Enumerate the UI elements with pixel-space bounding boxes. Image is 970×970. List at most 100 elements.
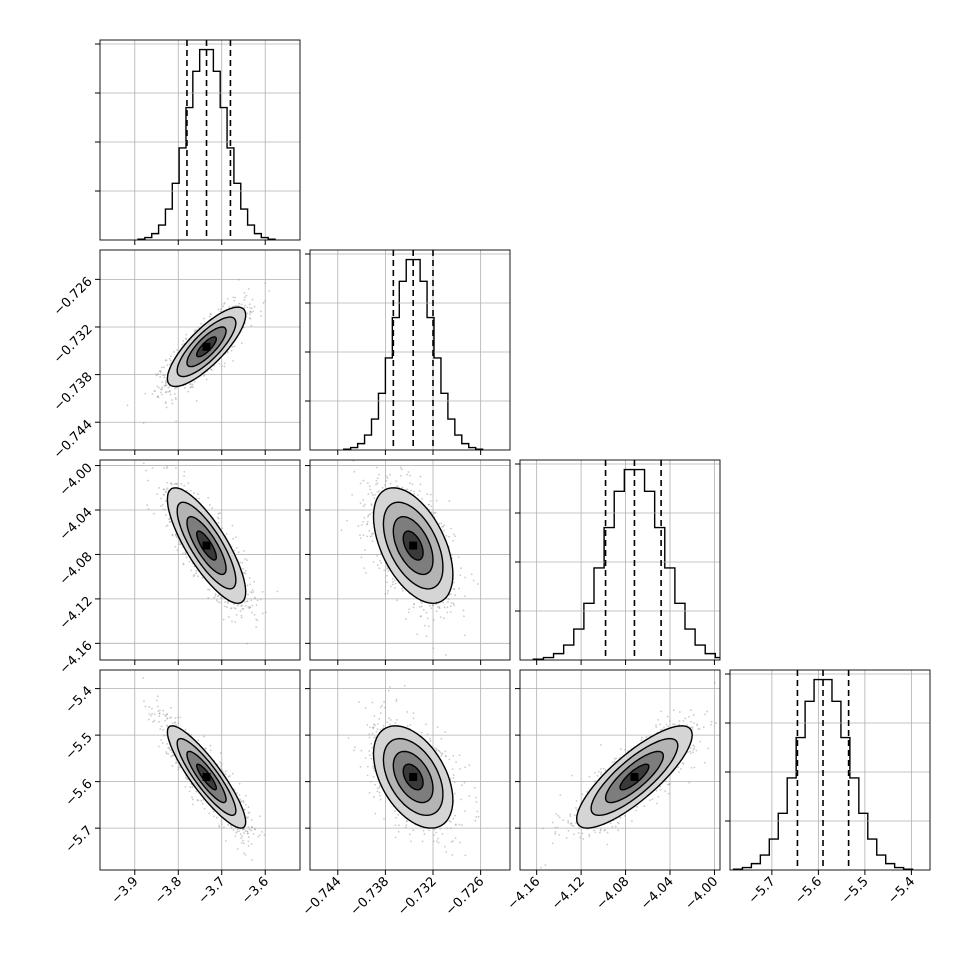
- scatter-point: [440, 737, 443, 740]
- scatter-point: [185, 333, 188, 336]
- scatter-point: [389, 585, 392, 588]
- scatter-point: [221, 527, 224, 530]
- scatter-point: [353, 470, 356, 473]
- scatter-point: [261, 590, 264, 593]
- scatter-point: [203, 807, 206, 810]
- scatter-point: [253, 305, 256, 308]
- scatter-point: [244, 304, 246, 307]
- scatter-point: [164, 714, 167, 717]
- scatter-point: [357, 525, 360, 527]
- scatter-point: [673, 723, 676, 726]
- scatter-point: [233, 549, 236, 552]
- scatter-point: [381, 704, 383, 707]
- scatter-point: [240, 841, 243, 844]
- scatter-point: [236, 546, 238, 549]
- scatter-point: [412, 717, 415, 720]
- scatter-point: [376, 790, 379, 793]
- scatter-point: [195, 569, 198, 572]
- scatter-point: [244, 558, 247, 560]
- scatter-point: [430, 505, 433, 508]
- scatter-point: [385, 480, 388, 482]
- scatter-point: [692, 714, 695, 716]
- density-peak: [202, 772, 211, 781]
- scatter-point: [405, 824, 408, 827]
- scatter-point: [421, 497, 423, 500]
- scatter-point: [388, 689, 390, 692]
- scatter-point: [241, 835, 244, 838]
- scatter-point: [697, 728, 700, 730]
- scatter-point: [681, 762, 684, 764]
- scatter-point: [426, 733, 429, 736]
- scatter-point: [360, 556, 363, 559]
- scatter-point: [657, 719, 659, 721]
- scatter-point: [394, 810, 396, 813]
- panel-frame: [99, 459, 301, 661]
- scatter-point: [402, 590, 404, 592]
- scatter-point: [232, 829, 235, 832]
- scatter-point: [689, 709, 692, 712]
- scatter-point: [689, 750, 692, 753]
- scatter-point: [251, 858, 254, 861]
- scatter-point: [389, 473, 391, 476]
- scatter-point: [161, 386, 164, 389]
- scatter-point: [372, 532, 375, 535]
- scatter-point: [401, 486, 404, 489]
- contour-line-3: [166, 487, 247, 605]
- scatter-point: [171, 534, 174, 537]
- scatter-point: [370, 780, 373, 783]
- scatter-point: [158, 709, 161, 712]
- scatter-point: [174, 545, 177, 548]
- scatter-point: [193, 330, 196, 333]
- panels: −0.744−0.738−0.732−0.726−4.16−4.12−4.08−…: [51, 39, 931, 919]
- scatter-point: [209, 749, 212, 752]
- scatter-point: [185, 556, 188, 559]
- scatter-point: [153, 389, 156, 392]
- scatter-point: [237, 603, 240, 606]
- scatter-point: [253, 613, 256, 616]
- scatter-point: [193, 380, 196, 383]
- density-peak: [630, 772, 639, 781]
- scatter-point: [425, 635, 428, 638]
- scatter-point: [667, 725, 670, 728]
- scatter-point: [455, 761, 457, 763]
- scatter-point: [451, 768, 454, 771]
- scatter-point: [391, 583, 394, 586]
- scatter-point: [246, 642, 249, 645]
- scatter-point: [433, 834, 435, 837]
- scatter-point: [369, 726, 372, 729]
- scatter-point: [213, 596, 215, 599]
- scatter-point: [256, 619, 259, 622]
- scatter-point: [351, 493, 354, 496]
- scatter-point: [170, 716, 173, 719]
- scatter-point: [366, 723, 369, 726]
- scatter-point: [460, 824, 463, 826]
- scatter-point: [217, 517, 220, 520]
- scatter-point: [202, 799, 205, 801]
- scatter-point: [148, 713, 151, 715]
- scatter-point: [453, 604, 455, 606]
- scatter-point: [147, 479, 149, 482]
- scatter-point: [412, 606, 415, 609]
- scatter-point: [224, 839, 227, 842]
- scatter-point: [439, 751, 442, 754]
- scatter-point: [475, 815, 478, 818]
- scatter-point: [460, 567, 462, 570]
- scatter-point: [409, 482, 411, 485]
- scatter-point: [232, 296, 235, 299]
- scatter-point: [368, 736, 371, 739]
- scatter-point: [577, 827, 580, 830]
- scatter-point: [164, 490, 167, 493]
- scatter-point: [437, 841, 440, 844]
- scatter-point: [151, 467, 154, 469]
- scatter-point: [366, 482, 369, 485]
- scatter-point: [218, 362, 221, 365]
- scatter-point: [167, 752, 170, 755]
- scatter-point: [183, 470, 186, 473]
- scatter-point: [688, 781, 691, 784]
- scatter-point: [643, 805, 646, 808]
- scatter-point: [249, 317, 252, 320]
- scatter-point: [232, 537, 235, 540]
- scatter-point: [420, 615, 423, 618]
- scatter-point: [551, 821, 554, 824]
- scatter-point: [181, 552, 184, 555]
